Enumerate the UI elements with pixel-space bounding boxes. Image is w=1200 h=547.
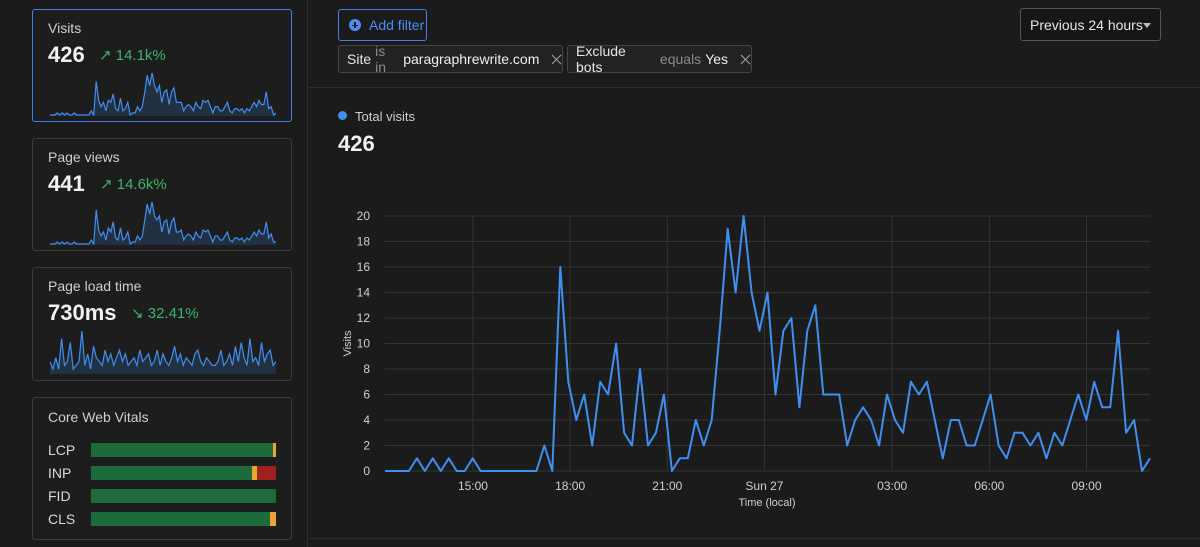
divider: [309, 87, 1200, 88]
cwv-label: CLS: [48, 511, 76, 527]
x-tick-label: 18:00: [555, 479, 585, 493]
page-load-delta: ↘ 32.41%: [131, 305, 199, 322]
legend-dot: [338, 111, 347, 120]
close-icon[interactable]: [740, 54, 751, 65]
page-views-label: Page views: [48, 149, 120, 165]
visits-card[interactable]: Visits 426 ↗ 14.1k%: [32, 9, 292, 122]
cwv-title: Core Web Vitals: [48, 409, 149, 425]
y-tick-label: 16: [357, 260, 371, 274]
legend-label: Total visits: [355, 109, 415, 124]
x-axis-label: Time (local): [738, 497, 795, 509]
page-views-sparkline: [50, 201, 276, 245]
filter-value: paragraphrewrite.com: [403, 51, 540, 67]
y-tick-label: 6: [363, 388, 370, 402]
y-tick-label: 18: [357, 235, 371, 249]
y-tick-label: 4: [363, 413, 370, 427]
y-tick-label: 20: [357, 209, 371, 223]
cwv-segment-good: [91, 443, 274, 457]
x-tick-label: 03:00: [877, 479, 907, 493]
cwv-segment-good: [91, 512, 270, 526]
sparkline-area: [50, 331, 276, 374]
cwv-row-inp: INP: [48, 465, 278, 481]
cwv-bar: [91, 512, 276, 526]
y-tick-label: 2: [363, 439, 370, 453]
cwv-segment-good: [91, 489, 276, 503]
cwv-row-lcp: LCP: [48, 442, 278, 458]
x-tick-label: Sun 27: [745, 479, 783, 493]
page-views-value: 441: [48, 171, 85, 196]
visits-value: 426: [48, 42, 85, 67]
page-views-delta: ↗ 14.6k%: [100, 176, 167, 193]
filter-key: Site: [347, 51, 372, 67]
x-tick-label: 15:00: [458, 479, 488, 493]
plus-circle-icon: [349, 19, 361, 31]
cwv-row-cls: CLS: [48, 511, 278, 527]
filter-operator: is in: [375, 43, 387, 75]
series-line-total-visits: [385, 215, 1151, 472]
sparkline-line: [50, 330, 276, 372]
cwv-segment-bad: [256, 466, 276, 480]
cwv-segment-mid: [273, 443, 276, 457]
y-axis-label: Visits: [342, 330, 354, 357]
grid: [385, 215, 1150, 472]
total-visits-value: 426: [338, 131, 375, 156]
x-tick-label: 06:00: [974, 479, 1004, 493]
x-tick-label: 09:00: [1071, 479, 1101, 493]
sparkline-area: [50, 73, 276, 116]
cwv-row-fid: FID: [48, 488, 278, 504]
filter-chip-site[interactable]: Site is in paragraphrewrite.com: [338, 43, 563, 75]
page-load-sparkline: [50, 330, 276, 374]
time-range-label: Previous 24 hours: [1030, 16, 1143, 33]
cwv-label: LCP: [48, 442, 76, 458]
cwv-segment-mid: [269, 512, 276, 526]
page-load-value: 730ms: [48, 300, 117, 325]
y-tick-label: 0: [363, 464, 370, 478]
page-load-label: Page load time: [48, 278, 142, 294]
caret-down-icon: [1143, 23, 1151, 28]
filter-value: Yes: [705, 51, 729, 67]
cwv-bar: [91, 466, 276, 480]
add-filter-label: Add filter: [369, 17, 425, 33]
main-panel: Add filter Previous 24 hours Site is in …: [309, 0, 1200, 547]
cwv-label: FID: [48, 488, 71, 504]
time-range-select[interactable]: Previous 24 hours: [1020, 8, 1161, 41]
sparkline-line: [50, 72, 276, 116]
sparkline-area: [50, 202, 276, 245]
y-tick-label: 14: [357, 286, 371, 300]
y-tick-label: 12: [357, 311, 371, 325]
cwv-segment-good: [91, 466, 252, 480]
cwv-bar: [91, 443, 276, 457]
metrics-sidebar: Visits 426 ↗ 14.1k% Page views 441 ↗ 14.…: [0, 0, 308, 547]
visits-label: Visits: [48, 20, 82, 36]
divider: [309, 538, 1200, 539]
filter-chip-bots[interactable]: Exclude bots equals Yes: [567, 43, 752, 75]
cwv-segment-mid: [251, 466, 257, 480]
visits-delta: ↗ 14.1k%: [99, 47, 166, 64]
y-tick-label: 10: [357, 337, 371, 351]
x-tick-label: 21:00: [652, 479, 682, 493]
add-filter-button[interactable]: Add filter: [338, 9, 427, 41]
sparkline-line: [50, 201, 276, 245]
core-web-vitals-card[interactable]: Core Web Vitals LCP INP FID CLS: [32, 397, 292, 540]
cwv-label: INP: [48, 465, 72, 481]
page-views-card[interactable]: Page views 441 ↗ 14.6k%: [32, 138, 292, 251]
filter-key: Exclude bots: [576, 43, 626, 75]
visits-line-chart[interactable]: 0 2 4 6 8 10 12 14 16 18 20 15:00 18:00 21:00 Sun 27 03…: [309, 195, 1200, 515]
filter-operator: equals: [659, 51, 702, 67]
cwv-bar: [91, 489, 276, 503]
close-icon[interactable]: [551, 54, 562, 65]
visits-sparkline: [50, 72, 276, 116]
page-load-card[interactable]: Page load time 730ms ↘ 32.41%: [32, 267, 292, 381]
y-tick-label: 8: [363, 362, 370, 376]
